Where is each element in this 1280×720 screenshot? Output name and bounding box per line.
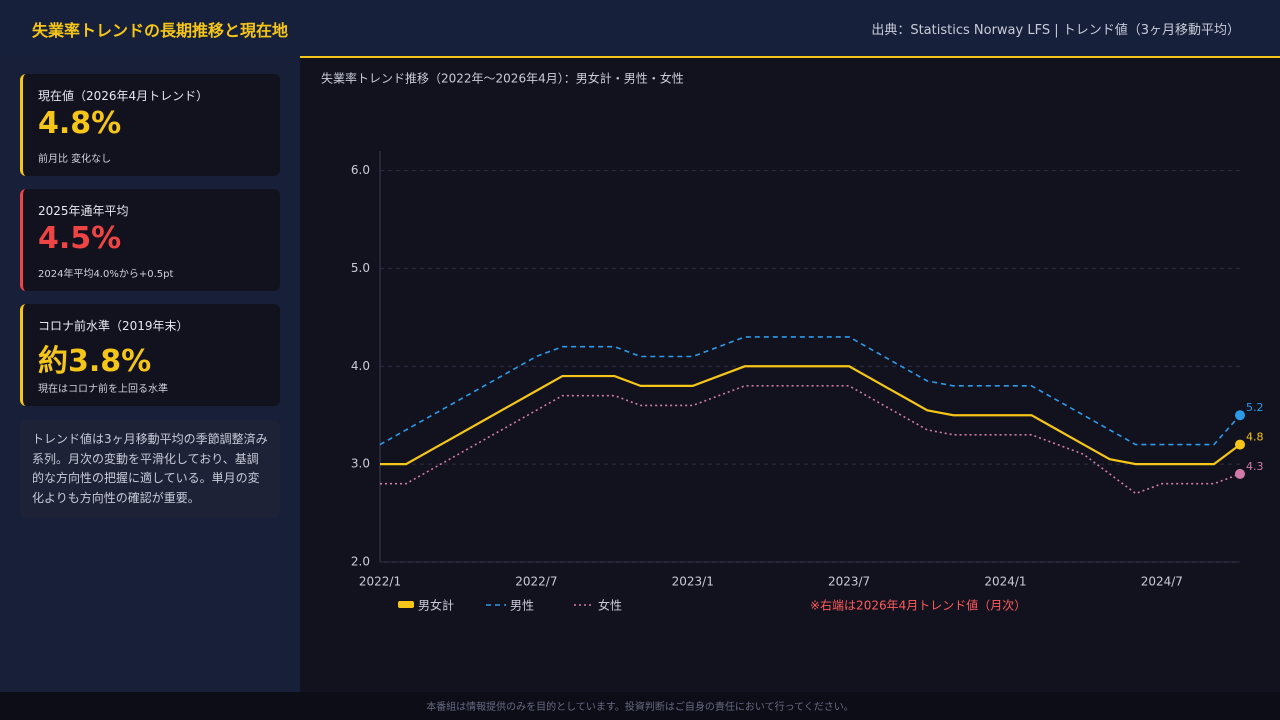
card-label: コロナ前水準（2019年末） (38, 319, 189, 333)
series-line (379, 336, 1241, 446)
note: トレンド値は3ヶ月移動平均の季節調整済み系列。月次の変動を平滑化しており、基調的… (20, 420, 280, 518)
card-value: 4.5% (38, 221, 122, 256)
y-tick-label: 3.0 (351, 457, 370, 471)
y-tick-label: 4.0 (351, 359, 370, 373)
card-sub: 2024年平均4.0%から+0.5pt (38, 269, 174, 280)
chart-title: 失業率トレンド推移（2022年〜2026年4月）：男女計・男性・女性 (321, 71, 684, 86)
stat-card: 現在値（2026年4月トレンド） 4.8% 前月比 変化なし (20, 74, 280, 176)
card-value: 約3.8% (38, 344, 152, 379)
footer: 本番組は情報提供のみを目的としています。投資判断はご自身の責任において行ってくだ… (0, 692, 1280, 720)
x-tick-label: 2024/1 (984, 575, 1026, 589)
series-line (380, 365, 1241, 466)
stat-card: コロナ前水準（2019年末） 約3.8% 現在はコロナ前を上回る水準 (20, 304, 280, 406)
chart: 失業率トレンド推移（2022年〜2026年4月）：男女計・男性・女性 2.0 3.… (300, 56, 1280, 613)
legend-swatch (398, 601, 414, 608)
disclaimer: 本番組は情報提供のみを目的としています。投資判断はご自身の責任において行ってくだ… (426, 702, 854, 713)
end-label: 5.2 (1246, 401, 1264, 414)
x-tick-label: 2024/7 (1141, 575, 1183, 589)
x-tick-label: 2022/7 (515, 575, 557, 589)
annotation: ※右端は2026年4月トレンド値（月次） (810, 598, 1026, 613)
card-label: 現在値（2026年4月トレンド） (38, 89, 209, 103)
end-label: 4.3 (1246, 460, 1264, 473)
card-label: 2025年通年平均 (38, 204, 129, 218)
end-marker (1235, 468, 1245, 479)
x-tick-label: 2023/1 (672, 575, 714, 589)
legend-label: 男女計 (418, 598, 454, 613)
x-tick-label: 2022/1 (359, 575, 401, 589)
stat-card: 2025年通年平均 4.5% 2024年平均4.0%から+0.5pt (20, 189, 280, 291)
y-tick-label: 6.0 (351, 163, 370, 177)
series-line (380, 385, 1241, 495)
y-tick-label: 5.0 (351, 261, 370, 275)
card-sub: 現在はコロナ前を上回る水準 (38, 384, 168, 395)
legend-label: 女性 (598, 598, 622, 613)
y-tick-label: 2.0 (351, 555, 370, 569)
x-tick-label: 2023/7 (828, 575, 870, 589)
legend-label: 男性 (510, 599, 534, 613)
page-title: 失業率トレンドの長期推移と現在地 (32, 21, 289, 40)
card-value: 4.8% (38, 106, 122, 141)
end-marker (1235, 439, 1245, 450)
card-sub: 前月比 変化なし (38, 154, 112, 165)
end-label: 4.8 (1246, 431, 1264, 444)
end-marker (1235, 410, 1245, 421)
header: 失業率トレンドの長期推移と現在地 出典：Statistics Norway LF… (0, 0, 1280, 56)
source: 出典：Statistics Norway LFS | トレンド値（3ヶ月移動平均… (871, 23, 1240, 38)
sidebar: トレンド値は3ヶ月移動平均の季節調整済み系列。月次の変動を平滑化しており、基調的… (0, 56, 300, 692)
